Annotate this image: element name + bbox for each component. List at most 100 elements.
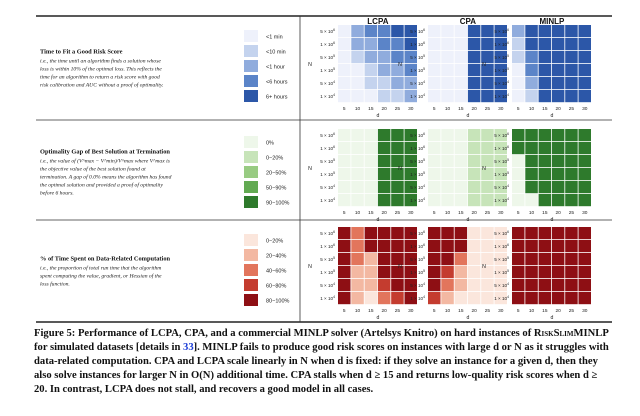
- y-tick-label: 5 × 104: [410, 80, 425, 86]
- heatmap-cell: [338, 227, 351, 240]
- heatmap-cell: [338, 64, 351, 77]
- heatmap-cell: [565, 90, 578, 103]
- y-tick-label: 1 × 105: [410, 67, 425, 73]
- y-tick-label: 1 × 104: [410, 295, 425, 301]
- heatmap-cell: [364, 266, 378, 279]
- heatmap-cell: [404, 90, 417, 103]
- y-tick-label: 5 × 105: [410, 256, 425, 262]
- heatmap-cell: [364, 64, 378, 77]
- heatmap-cell: [551, 292, 565, 305]
- heatmap-cell: [377, 279, 391, 292]
- heatmap-cell: [454, 129, 468, 142]
- heatmap-cell: [467, 227, 481, 240]
- y-axis-label: N: [482, 264, 486, 270]
- heatmap-cell: [538, 194, 552, 207]
- heatmap-cell: [578, 129, 591, 142]
- x-tick-label: 30: [582, 106, 588, 112]
- heatmap-cell: [351, 227, 364, 240]
- y-tick-label: 5 × 106: [410, 230, 425, 236]
- heatmap-cell: [364, 194, 378, 207]
- y-tick-label: 5 × 104: [320, 282, 335, 288]
- heatmap-cell: [525, 64, 538, 77]
- panel-2-description-line: the optimal solution and provided a proo…: [40, 182, 163, 189]
- heatmap-cell: [391, 279, 404, 292]
- panel-3-legend-swatch: [244, 249, 258, 261]
- heatmap-cell: [441, 240, 454, 253]
- x-tick-label: 15: [368, 210, 374, 216]
- heatmap-cell: [428, 155, 441, 168]
- heatmap-cell: [428, 77, 441, 90]
- heatmap-cell: [578, 266, 591, 279]
- heatmap-cell: [481, 279, 494, 292]
- caption-reference-link[interactable]: 33: [183, 342, 194, 353]
- y-tick-label: 5 × 106: [494, 28, 509, 34]
- y-tick-label: 1 × 104: [410, 197, 425, 203]
- heatmap-cell: [525, 240, 538, 253]
- x-tick-label: 5: [343, 308, 346, 314]
- y-tick-label: 1 × 105: [320, 269, 335, 275]
- x-tick-label: 15: [458, 106, 464, 112]
- heatmap-cell: [578, 181, 591, 194]
- heatmap-cell: [351, 168, 364, 181]
- panel-2-legend-swatch: [244, 151, 258, 163]
- y-tick-label: 5 × 105: [494, 54, 509, 60]
- heatmap-cell: [494, 90, 507, 103]
- heatmap-cell: [364, 279, 378, 292]
- y-tick-label: 5 × 106: [320, 28, 335, 34]
- x-tick-label: 30: [408, 210, 414, 216]
- heatmap-cell: [428, 253, 441, 266]
- heatmap-cell: [338, 279, 351, 292]
- heatmap-cell: [481, 142, 494, 155]
- panel-1-description-line: time for an algorithm to return a risk s…: [40, 74, 160, 81]
- y-tick-label: 1 × 105: [494, 269, 509, 275]
- panel-1-legend-label: <1 hour: [266, 65, 285, 71]
- heatmap-cell: [428, 227, 441, 240]
- y-axis-label: N: [398, 264, 402, 270]
- heatmap-cell: [364, 38, 378, 51]
- heatmap-cell: [481, 38, 494, 51]
- y-tick-label: 5 × 106: [494, 230, 509, 236]
- heatmap-cell: [454, 155, 468, 168]
- heatmap-cell: [578, 279, 591, 292]
- heatmap-cell: [525, 181, 538, 194]
- x-tick-label: 10: [445, 106, 451, 112]
- heatmap-cell: [481, 253, 494, 266]
- heatmap-cell: [512, 25, 525, 38]
- y-axis-label: N: [482, 166, 486, 172]
- y-tick-label: 1 × 105: [410, 171, 425, 177]
- heatmap-cell: [338, 51, 351, 64]
- heatmap-cell: [377, 266, 391, 279]
- heatmap-cell: [428, 168, 441, 181]
- heatmap-cell: [467, 25, 481, 38]
- heatmap-cell: [377, 155, 391, 168]
- heatmap-cell: [538, 292, 552, 305]
- heatmap-cell: [494, 168, 507, 181]
- panel-2-legend-swatch: [244, 181, 258, 193]
- heatmap-cell: [338, 25, 351, 38]
- heatmap-cell: [512, 38, 525, 51]
- heatmap-cell: [364, 253, 378, 266]
- heatmap-cell: [454, 253, 468, 266]
- heatmap-cell: [481, 77, 494, 90]
- y-axis-label: N: [482, 62, 486, 68]
- panel-1-description-line: loss is within 10% of the optimal loss. …: [40, 66, 162, 73]
- y-tick-label: 1 × 106: [410, 243, 425, 249]
- heatmap-cell: [481, 64, 494, 77]
- x-axis-label: d: [466, 217, 469, 223]
- panel-2-description-line: i.e., the value of (V^max − V^min)/V^max…: [40, 158, 170, 165]
- x-tick-label: 25: [569, 308, 575, 314]
- heatmap-cell: [467, 155, 481, 168]
- heatmap-cell: [351, 279, 364, 292]
- y-tick-label: 5 × 106: [494, 132, 509, 138]
- panel-3-legend-label: 20−40%: [266, 254, 286, 260]
- panel-1-legend-label: <6 hours: [266, 80, 288, 86]
- heatmap-cell: [551, 181, 565, 194]
- heatmap-cell: [494, 279, 507, 292]
- panel-1-legend-label: <1 min: [266, 35, 283, 41]
- heatmap-cell: [481, 181, 494, 194]
- heatmap-cell: [377, 227, 391, 240]
- y-tick-label: 5 × 104: [494, 282, 509, 288]
- heatmap-cell: [578, 240, 591, 253]
- y-tick-label: 5 × 104: [320, 184, 335, 190]
- y-tick-label: 5 × 106: [410, 132, 425, 138]
